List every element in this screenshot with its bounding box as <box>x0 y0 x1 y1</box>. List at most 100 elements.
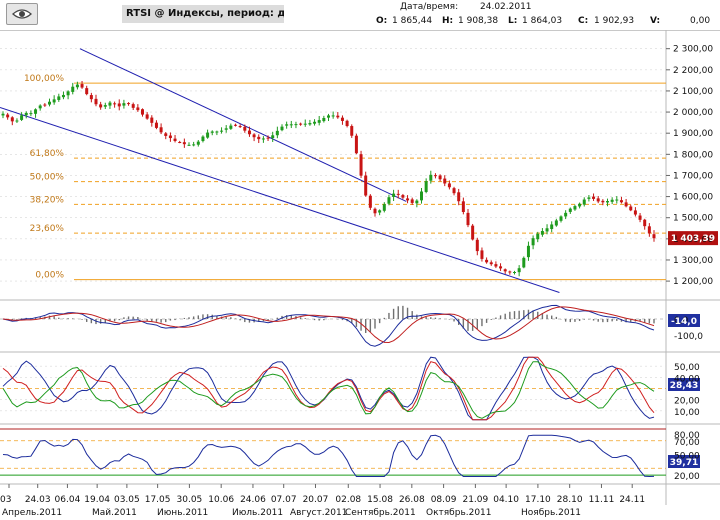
time-tick-label: 20.07 <box>303 495 329 505</box>
macd-signal-line <box>2 306 655 344</box>
candle-body <box>313 121 317 124</box>
candle-body <box>317 120 321 123</box>
candle-body <box>192 144 196 146</box>
candle-body <box>220 130 224 132</box>
price-tick-label: 1 600,00 <box>673 193 713 203</box>
stoch-tick-label: 40,00 <box>674 374 700 384</box>
time-tick-label: 24.03 <box>25 495 51 505</box>
fib-level-label: 23,60% <box>30 224 65 234</box>
time-tick-label: 17.10 <box>525 495 551 505</box>
time-tick-label: 24.06 <box>240 495 266 505</box>
candle-body <box>494 264 498 267</box>
candle-body <box>559 216 563 221</box>
candle-body <box>647 226 651 234</box>
candle-body <box>410 199 414 203</box>
stoch-tick-label: 20,00 <box>674 397 700 407</box>
month-label: Июнь.2011 <box>157 508 208 518</box>
time-tick-label: 10.06 <box>208 495 234 505</box>
price-tick-label: 2 200,00 <box>673 66 713 76</box>
rsi-value-label: 39,71 <box>670 458 698 468</box>
candle-body <box>554 220 558 226</box>
candle-body <box>578 203 582 207</box>
open-value: 1 865,44 <box>392 16 433 26</box>
candle-body <box>187 144 191 146</box>
view-toggle-button[interactable] <box>6 3 38 25</box>
candle-body <box>108 102 112 106</box>
candle-body <box>178 141 182 143</box>
candle-body <box>573 206 577 210</box>
candle-body <box>308 123 312 125</box>
candle-body <box>145 114 149 119</box>
candle-body <box>387 197 391 204</box>
candle-body <box>420 191 423 201</box>
candle-body <box>503 269 507 272</box>
candle-body <box>206 132 210 138</box>
candle-body <box>396 193 400 195</box>
rsi-tick-label: 70,00 <box>674 438 700 448</box>
candle-body <box>322 117 326 122</box>
candle-body <box>285 124 289 126</box>
macd-tick-label: 0,0 <box>674 316 689 326</box>
close-value: 1 902,93 <box>594 16 635 26</box>
candle-body <box>615 199 619 201</box>
open-label: O: <box>376 16 388 26</box>
last-price-badge <box>668 231 718 246</box>
price-tick-label: 1 900,00 <box>673 129 713 139</box>
month-label: Май.2011 <box>92 508 137 518</box>
candle-body <box>131 104 135 108</box>
candle-body <box>354 135 358 154</box>
candle-body <box>592 196 596 199</box>
rsi-tick-label: 20,00 <box>674 472 700 482</box>
candle-body <box>457 192 461 202</box>
candle-body <box>382 204 386 211</box>
candle-body <box>252 134 256 138</box>
high-value: 1 908,38 <box>458 16 499 26</box>
time-tick-label: 17.05 <box>145 495 171 505</box>
candle-body <box>34 109 38 114</box>
candle-body <box>20 115 24 120</box>
candle-body <box>159 127 163 133</box>
fib-level-label: 0,00% <box>35 271 64 281</box>
candle-body <box>117 103 121 107</box>
candle-body <box>540 231 544 235</box>
candle-body <box>234 124 237 126</box>
candle-body <box>327 115 330 118</box>
low-label: L: <box>508 16 518 26</box>
candle-body <box>173 138 177 142</box>
candle-body <box>619 200 623 203</box>
stoch-tick-label: 10,00 <box>674 408 700 418</box>
stoch-value-label: 28,43 <box>670 381 698 391</box>
price-tick-label: 1 300,00 <box>673 256 713 266</box>
candle-body <box>364 175 368 196</box>
candle-body <box>489 262 493 265</box>
candle-body <box>43 104 47 106</box>
time-tick-label: 06.04 <box>55 495 81 505</box>
candle-body <box>261 138 265 140</box>
candle-body <box>340 117 344 121</box>
candle-body <box>164 133 168 136</box>
time-tick-label: 04.10 <box>493 495 519 505</box>
candle-body <box>513 272 516 274</box>
fib-level-label: 38,20% <box>30 195 65 205</box>
candle-body <box>629 206 633 211</box>
candle-body <box>1 113 5 116</box>
price-tick-label: 2 000,00 <box>673 108 713 118</box>
time-tick-label: 26.08 <box>399 495 425 505</box>
candle-body <box>154 122 158 128</box>
candle-body <box>475 239 479 252</box>
candle-body <box>99 104 103 108</box>
candle-body <box>550 224 554 230</box>
rsi-tick-label: 80,00 <box>674 431 700 441</box>
candle-body <box>429 174 433 181</box>
macd-value-badge <box>668 314 700 327</box>
candle-body <box>406 198 410 201</box>
macd-line <box>2 304 655 347</box>
channel-lower-line <box>0 106 560 293</box>
price-tick-label: 1 500,00 <box>673 214 713 224</box>
stoch-red-line <box>2 356 655 421</box>
candle-body <box>373 208 377 214</box>
candle-body <box>461 201 465 213</box>
candle-body <box>303 123 307 125</box>
eye-icon <box>12 9 32 19</box>
